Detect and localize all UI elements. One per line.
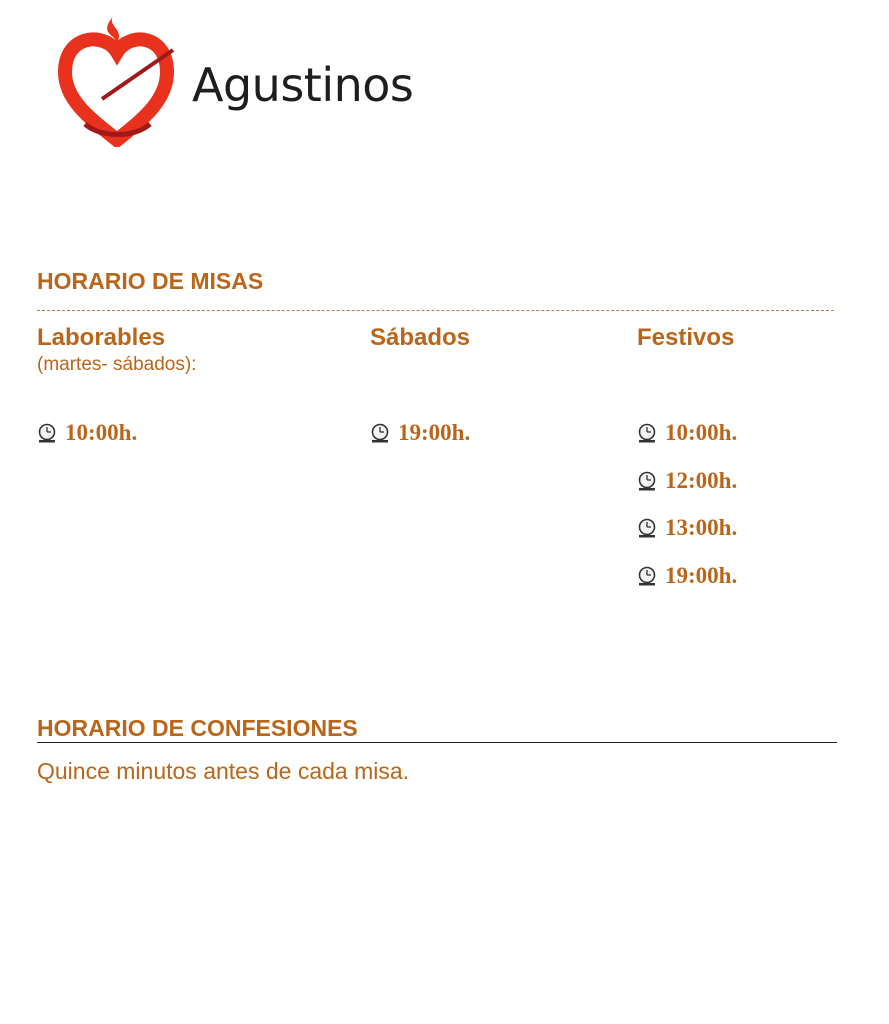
solid-divider (37, 742, 837, 743)
confesiones-text: Quince minutos antes de cada misa. (37, 758, 410, 784)
column-sabados: Sábados (370, 324, 470, 352)
mass-time: 12:00h. (637, 468, 737, 494)
clock-icon (370, 423, 398, 443)
clock-icon (637, 471, 665, 491)
time-label: 12:00h. (665, 467, 738, 493)
clock-icon (637, 518, 665, 538)
heart-logo-icon (57, 16, 175, 147)
confesiones-title: HORARIO DE CONFESIONES (37, 715, 358, 741)
clock-icon (637, 423, 665, 443)
time-label: 13:00h. (665, 515, 738, 540)
clock-icon (637, 566, 665, 586)
agustinos-logo: Agustinos (55, 12, 414, 147)
column-laborables: Laborables (martes- sábados): (37, 324, 196, 376)
mass-time: 19:00h. (370, 420, 470, 446)
mass-time: 19:00h. (637, 563, 737, 589)
clock-icon (37, 423, 65, 443)
column-festivos: Festivos (637, 324, 734, 352)
dashed-divider (37, 310, 834, 311)
mass-time: 10:00h. (37, 420, 137, 446)
column-title: Laborables (37, 324, 166, 351)
time-label: 10:00h. (665, 420, 738, 445)
column-title: Festivos (637, 324, 735, 351)
time-label: 19:00h. (665, 562, 738, 588)
mass-time: 13:00h. (637, 515, 737, 541)
misas-title: HORARIO DE MISAS (37, 268, 264, 294)
time-label: 10:00h. (65, 420, 138, 445)
time-label: 19:00h. (398, 420, 471, 445)
column-subtitle: (martes- sábados): (37, 354, 197, 375)
logo-text: Agustinos (192, 57, 414, 112)
column-title: Sábados (370, 324, 471, 351)
mass-time: 10:00h. (637, 420, 737, 446)
